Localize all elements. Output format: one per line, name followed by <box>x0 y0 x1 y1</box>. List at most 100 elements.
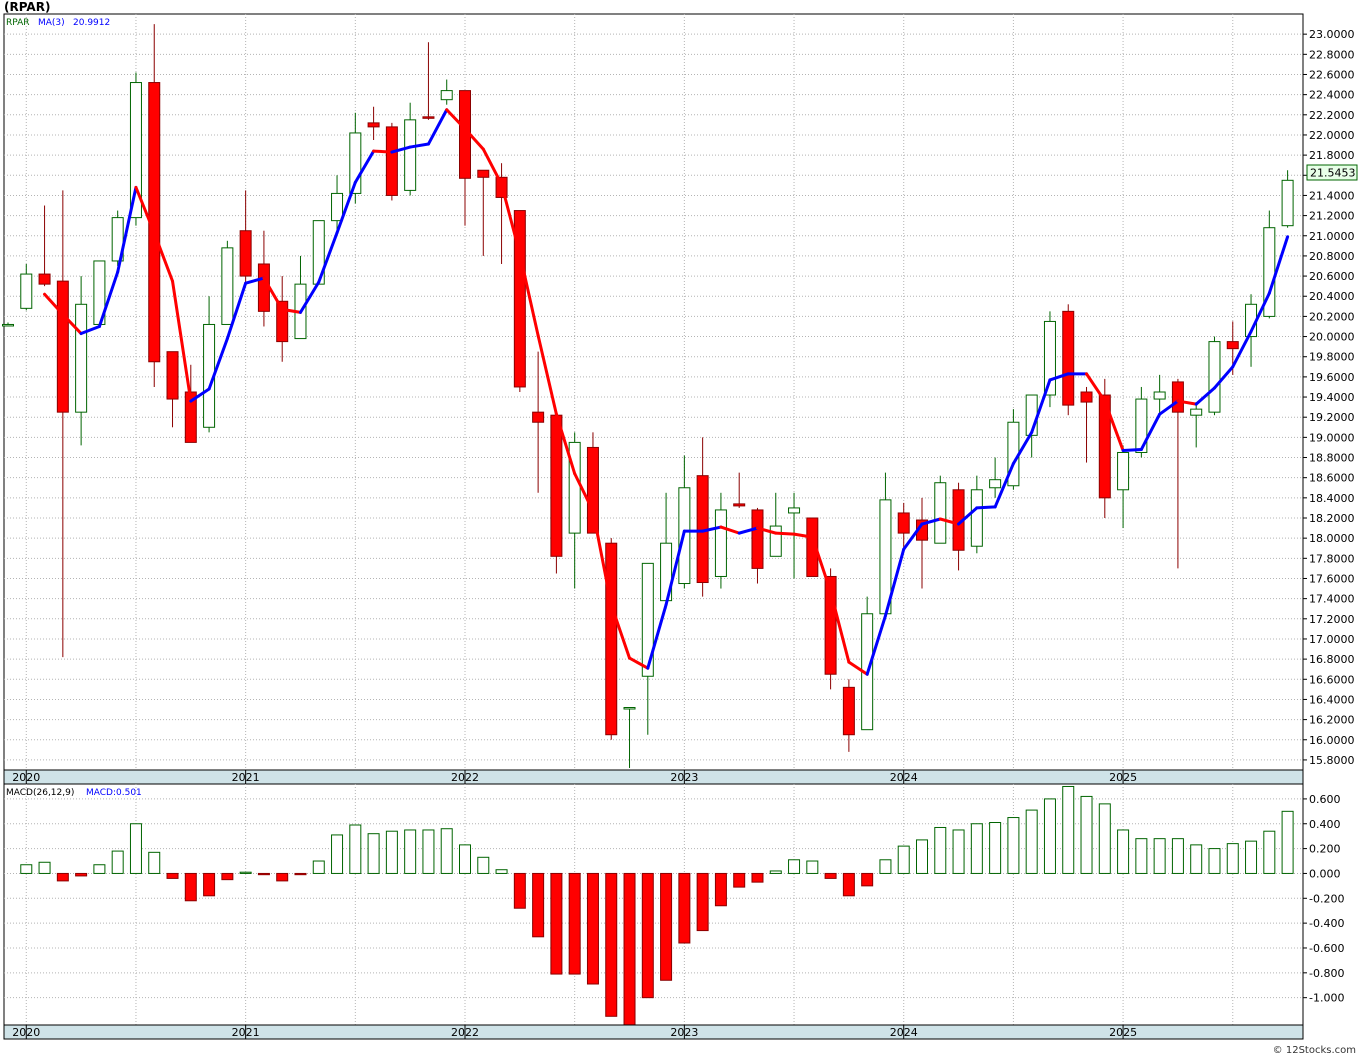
macd-tick-label: 0.200 <box>1309 843 1341 856</box>
macd-bar-positive <box>111 850 124 874</box>
ma-segment <box>920 517 942 526</box>
candle-body-down <box>276 300 289 343</box>
macd-bar-negative <box>678 872 691 944</box>
price-grid <box>4 14 1303 770</box>
candle <box>1117 445 1130 529</box>
candle-body-down <box>1080 391 1093 403</box>
macd-bar-negative <box>568 872 581 975</box>
macd-year-label: 2020 <box>12 1026 40 1039</box>
ma-segment <box>1048 372 1070 382</box>
candle <box>1135 386 1148 458</box>
candle-body-up <box>404 119 417 191</box>
macd-tick-label: -0.800 <box>1309 967 1344 980</box>
macd-bar-positive <box>1171 838 1184 874</box>
macd-tick-label: -0.200 <box>1309 892 1344 905</box>
price-tick-label: 19.8000 <box>1309 351 1355 364</box>
macd-bar-positive <box>129 823 142 874</box>
ma-segment <box>1158 399 1180 416</box>
macd-year-label: 2021 <box>232 1026 260 1039</box>
macd-year-label: 2022 <box>451 1026 479 1039</box>
candle-body-down <box>166 351 179 400</box>
price-tick-label: 19.6000 <box>1309 371 1355 384</box>
macd-bar-positive <box>148 851 161 874</box>
ma-segment <box>61 312 83 336</box>
chart-title: (RPAR) <box>4 0 51 14</box>
candle-body-up <box>440 90 453 101</box>
candle <box>75 276 88 446</box>
macd-bar-positive <box>440 828 453 874</box>
ma-segment <box>865 614 887 676</box>
candle-body-down <box>824 575 837 675</box>
price-tick-label: 18.6000 <box>1309 472 1355 485</box>
price-tick-label: 16.6000 <box>1309 673 1355 686</box>
ma-segment <box>225 281 248 341</box>
ma-segment <box>554 412 577 476</box>
candle-body-up <box>623 707 636 710</box>
candle <box>934 475 947 544</box>
candle <box>1080 386 1093 463</box>
candle <box>1153 374 1166 418</box>
candle <box>1062 304 1075 416</box>
price-tick-label: 22.0000 <box>1309 129 1355 142</box>
legend-symbol: RPAR <box>6 18 30 28</box>
candle-body-down <box>806 517 819 577</box>
ma-segment <box>810 535 833 594</box>
price-tick-label: 23.0000 <box>1309 28 1355 41</box>
candle <box>751 507 764 584</box>
candle-body-down <box>257 263 270 312</box>
ma-segment <box>1267 235 1290 295</box>
candle-body-down <box>367 122 380 128</box>
price-tick-label: 20.2000 <box>1309 310 1355 323</box>
price-tick-label: 19.2000 <box>1309 411 1355 424</box>
macd-bar-negative <box>276 872 289 882</box>
candle-body-down <box>385 126 398 196</box>
ma-segment <box>792 532 814 539</box>
candle-body-up <box>1043 320 1056 396</box>
price-tick-label: 22.2000 <box>1309 109 1355 122</box>
candle <box>1281 170 1294 228</box>
macd-bar-positive <box>1098 803 1111 874</box>
candle-body-down <box>38 273 51 285</box>
macd-bar-positive <box>916 839 928 874</box>
candle <box>605 538 618 740</box>
macd-bar-positive <box>1281 810 1294 874</box>
candle <box>276 276 289 362</box>
macd-histogram <box>20 785 1294 1026</box>
macd-bar-negative <box>166 872 179 879</box>
candle-body-up <box>989 479 1002 489</box>
ma-segment <box>372 149 394 154</box>
macd-year-band <box>3 1024 1304 1040</box>
macd-tick-label: -1.000 <box>1309 992 1344 1005</box>
ma-segment <box>390 145 412 154</box>
macd-year-label: 2023 <box>670 1026 698 1039</box>
price-tick-label: 21.0000 <box>1309 230 1355 243</box>
macd-bar-negative <box>532 872 545 938</box>
year-label: 2025 <box>1109 771 1137 784</box>
candle-body-up <box>568 441 581 534</box>
candle <box>824 568 837 690</box>
macd-bar-negative <box>751 872 764 883</box>
candle <box>385 122 398 201</box>
candle-body-down <box>477 169 490 178</box>
candle-body-down <box>586 446 599 534</box>
candle <box>111 210 124 266</box>
candle-body-down <box>56 280 69 413</box>
candle-body-up <box>714 509 727 577</box>
macd-bar-positive <box>952 829 965 874</box>
macd-year-label: 2024 <box>890 1026 918 1039</box>
candle-body-down <box>733 503 746 507</box>
candle-body-down <box>842 686 855 736</box>
macd-bar-negative <box>623 872 636 1026</box>
price-tick-label: 21.2000 <box>1309 210 1355 223</box>
candle-body-up <box>1153 391 1166 400</box>
macd-bar-positive <box>989 822 1002 874</box>
candle <box>532 351 545 493</box>
ma-segment <box>298 280 321 314</box>
ma-segment <box>152 231 175 283</box>
ma-segment <box>463 127 485 151</box>
ma-segment <box>244 276 266 285</box>
ma-segment <box>408 142 430 149</box>
macd-tick-label: -0.400 <box>1309 917 1344 930</box>
ma-segment <box>262 276 284 311</box>
